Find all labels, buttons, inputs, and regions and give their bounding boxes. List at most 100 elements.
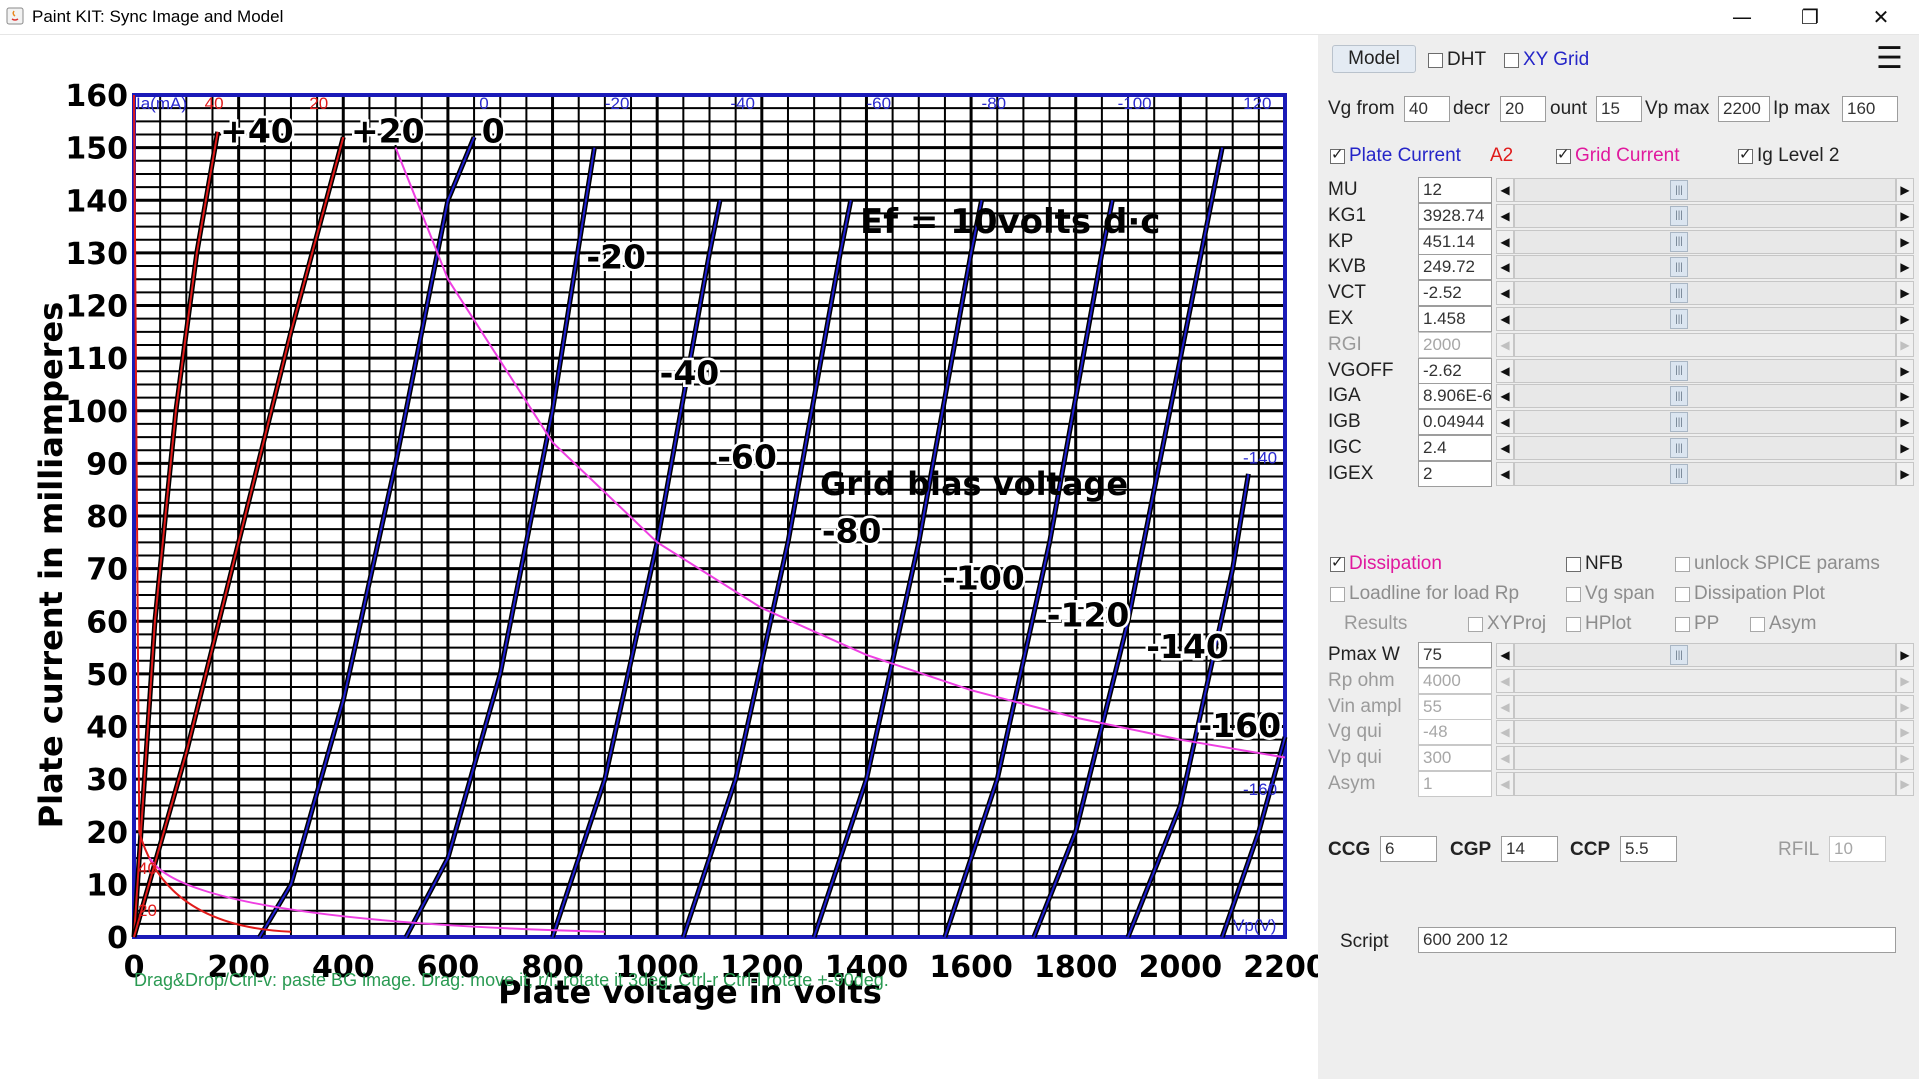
loadline-checkbox[interactable]: Loadline for load Rp bbox=[1330, 583, 1519, 605]
cgp-field[interactable]: 14 bbox=[1501, 836, 1558, 862]
maximize-button[interactable]: ❐ bbox=[1801, 5, 1819, 29]
ex-slider[interactable]: ◀ ||| ▶ bbox=[1496, 307, 1914, 331]
xyproj-checkbox-box[interactable] bbox=[1468, 616, 1483, 632]
close-button[interactable]: ✕ bbox=[1872, 5, 1890, 29]
slider-track[interactable]: ||| bbox=[1514, 178, 1896, 202]
slider-right-arrow-icon[interactable]: ▶ bbox=[1896, 358, 1914, 383]
kg1-field[interactable]: 3928.74 bbox=[1418, 202, 1492, 229]
pp-checkbox[interactable]: PP bbox=[1675, 613, 1719, 635]
ccg-field[interactable]: 6 bbox=[1380, 836, 1437, 862]
slider-left-arrow-icon[interactable]: ◀ bbox=[1496, 203, 1514, 228]
igb-field[interactable]: 0.04944 bbox=[1418, 409, 1492, 436]
slider-left-arrow-icon[interactable]: ◀ bbox=[1496, 384, 1514, 409]
slider-track[interactable]: ||| bbox=[1514, 436, 1896, 460]
plate-current-checkbox-box[interactable] bbox=[1330, 145, 1345, 164]
kvb-slider[interactable]: ◀ ||| ▶ bbox=[1496, 255, 1914, 280]
slider-right-arrow-icon[interactable]: ▶ bbox=[1896, 410, 1914, 435]
unlock-spice-checkbox-box[interactable] bbox=[1675, 556, 1690, 572]
slider-left-arrow-icon[interactable]: ◀ bbox=[1496, 643, 1514, 667]
kp-slider[interactable]: ◀ ||| ▶ bbox=[1496, 229, 1914, 254]
slider-left-arrow-icon[interactable]: ◀ bbox=[1496, 410, 1514, 435]
chart-svg[interactable]: 0 200 400 600 800 1000 1200 1400 1600 1800 2000 220… bbox=[0, 35, 1318, 1079]
slider-track[interactable]: ||| bbox=[1514, 461, 1896, 486]
slider-thumb[interactable]: ||| bbox=[1670, 309, 1688, 329]
vct-slider[interactable]: ◀ ||| ▶ bbox=[1496, 281, 1914, 306]
hplot-checkbox-box[interactable] bbox=[1566, 616, 1581, 632]
slider-thumb[interactable]: ||| bbox=[1670, 386, 1688, 407]
vg-from-field[interactable]: 40 bbox=[1404, 96, 1450, 122]
slider-track[interactable]: ||| bbox=[1514, 384, 1896, 409]
slider-track[interactable]: ||| bbox=[1514, 229, 1896, 254]
slider-thumb[interactable]: ||| bbox=[1670, 205, 1688, 226]
slider-thumb[interactable]: ||| bbox=[1670, 257, 1688, 278]
slider-right-arrow-icon[interactable]: ▶ bbox=[1896, 255, 1914, 280]
slider-left-arrow-icon[interactable]: ◀ bbox=[1496, 255, 1514, 280]
slider-thumb[interactable]: ||| bbox=[1670, 645, 1688, 665]
iga-slider[interactable]: ◀ ||| ▶ bbox=[1496, 384, 1914, 409]
igex-slider[interactable]: ◀ ||| ▶ bbox=[1496, 461, 1914, 486]
kvb-field[interactable]: 249.72 bbox=[1418, 254, 1492, 281]
slider-left-arrow-icon[interactable]: ◀ bbox=[1496, 307, 1514, 331]
igex-field[interactable]: 2 bbox=[1418, 460, 1492, 487]
slider-thumb[interactable]: ||| bbox=[1670, 283, 1688, 304]
xyproj-checkbox[interactable]: XYProj bbox=[1468, 613, 1546, 635]
slider-track[interactable]: ||| bbox=[1514, 203, 1896, 228]
vgoff-slider[interactable]: ◀ ||| ▶ bbox=[1496, 358, 1914, 383]
slider-thumb[interactable]: ||| bbox=[1670, 438, 1688, 458]
slider-left-arrow-icon[interactable]: ◀ bbox=[1496, 281, 1514, 306]
vg-span-checkbox[interactable]: Vg span bbox=[1566, 583, 1655, 605]
model-button[interactable]: Model bbox=[1332, 45, 1416, 73]
pmax-w-slider[interactable]: ◀ ||| ▶ bbox=[1496, 643, 1914, 667]
slider-right-arrow-icon[interactable]: ▶ bbox=[1896, 307, 1914, 331]
count-field[interactable]: 15 bbox=[1596, 96, 1642, 122]
vgoff-field[interactable]: -2.62 bbox=[1418, 357, 1492, 384]
minimize-button[interactable]: — bbox=[1732, 5, 1752, 29]
dissipation-checkbox[interactable]: Dissipation bbox=[1330, 553, 1442, 575]
xy-grid-checkbox-box[interactable] bbox=[1504, 52, 1519, 68]
script-field[interactable]: 600 200 12 bbox=[1418, 927, 1896, 953]
ex-field[interactable]: 1.458 bbox=[1418, 306, 1492, 332]
ig-level-checkbox-box[interactable] bbox=[1738, 145, 1753, 164]
hplot-checkbox[interactable]: HPlot bbox=[1566, 613, 1631, 635]
pmax-w-field[interactable]: 75 bbox=[1418, 642, 1492, 668]
iga-field[interactable]: 8.906E-6 bbox=[1418, 383, 1492, 410]
slider-track[interactable]: ||| bbox=[1514, 255, 1896, 280]
slider-track[interactable]: ||| bbox=[1514, 358, 1896, 383]
slider-left-arrow-icon[interactable]: ◀ bbox=[1496, 229, 1514, 254]
slider-track[interactable]: ||| bbox=[1514, 281, 1896, 306]
slider-right-arrow-icon[interactable]: ▶ bbox=[1896, 229, 1914, 254]
slider-thumb[interactable]: ||| bbox=[1670, 412, 1688, 433]
slider-thumb[interactable]: ||| bbox=[1670, 180, 1688, 200]
vct-field[interactable]: -2.52 bbox=[1418, 280, 1492, 307]
ccp-field[interactable]: 5.5 bbox=[1620, 836, 1677, 862]
decr-field[interactable]: 20 bbox=[1500, 96, 1546, 122]
slider-thumb[interactable]: ||| bbox=[1670, 231, 1688, 252]
slider-right-arrow-icon[interactable]: ▶ bbox=[1896, 384, 1914, 409]
dissipation-checkbox-box[interactable] bbox=[1330, 553, 1345, 572]
grid-current-checkbox[interactable]: Grid Current bbox=[1556, 145, 1680, 167]
dissipation-plot-checkbox-box[interactable] bbox=[1675, 586, 1690, 602]
mu-slider[interactable]: ◀ ||| ▶ bbox=[1496, 178, 1914, 202]
vg-span-checkbox-box[interactable] bbox=[1566, 586, 1581, 602]
unlock-spice-checkbox[interactable]: unlock SPICE params bbox=[1675, 553, 1880, 575]
igb-slider[interactable]: ◀ ||| ▶ bbox=[1496, 410, 1914, 435]
ig-level-checkbox[interactable]: Ig Level 2 bbox=[1738, 145, 1839, 167]
slider-right-arrow-icon[interactable]: ▶ bbox=[1896, 461, 1914, 486]
xy-grid-checkbox[interactable]: XY Grid bbox=[1504, 49, 1589, 71]
slider-right-arrow-icon[interactable]: ▶ bbox=[1896, 203, 1914, 228]
ip-max-field[interactable]: 160 bbox=[1842, 96, 1898, 122]
slider-left-arrow-icon[interactable]: ◀ bbox=[1496, 461, 1514, 486]
asym-checkbox-box[interactable] bbox=[1750, 616, 1765, 632]
slider-track[interactable]: ||| bbox=[1514, 307, 1896, 331]
slider-left-arrow-icon[interactable]: ◀ bbox=[1496, 436, 1514, 460]
dht-checkbox[interactable]: DHT bbox=[1428, 49, 1486, 71]
slider-right-arrow-icon[interactable]: ▶ bbox=[1896, 281, 1914, 306]
asym-checkbox[interactable]: Asym bbox=[1750, 613, 1817, 635]
vp-max-field[interactable]: 2200 bbox=[1718, 96, 1770, 122]
kg1-slider[interactable]: ◀ ||| ▶ bbox=[1496, 203, 1914, 228]
pp-checkbox-box[interactable] bbox=[1675, 616, 1690, 632]
igc-field[interactable]: 2.4 bbox=[1418, 435, 1492, 461]
slider-track[interactable]: ||| bbox=[1514, 410, 1896, 435]
slider-left-arrow-icon[interactable]: ◀ bbox=[1496, 358, 1514, 383]
plate-current-checkbox[interactable]: Plate Current bbox=[1330, 145, 1461, 167]
